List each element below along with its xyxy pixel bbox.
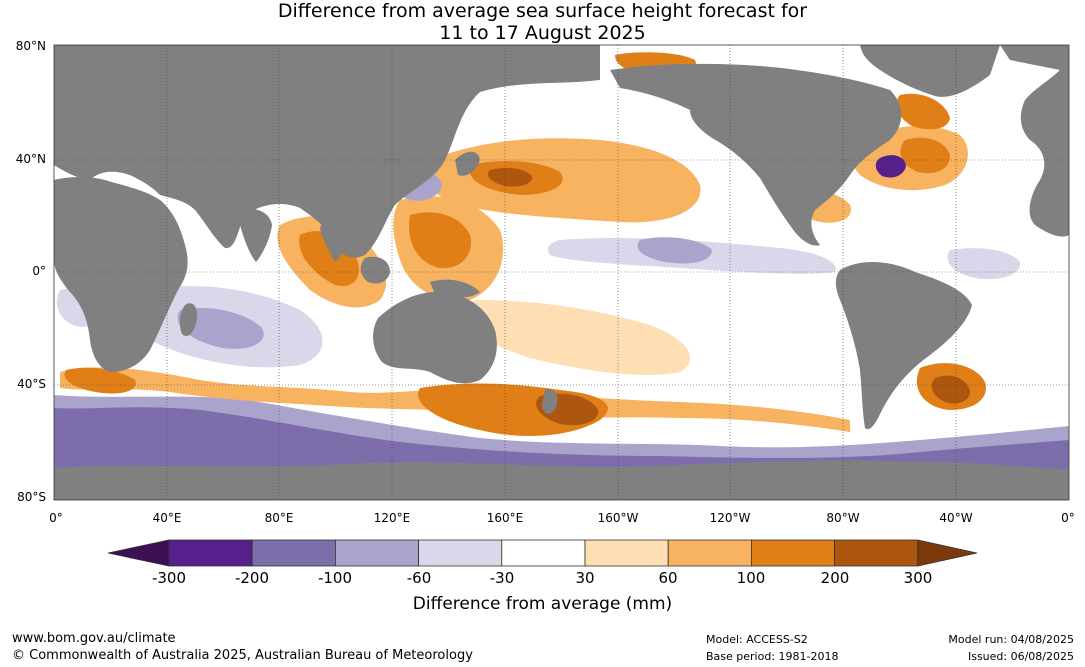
southern-ocean-light-band xyxy=(54,395,1069,458)
colorbar-tick-label: -100 xyxy=(317,569,353,587)
land-new-zealand xyxy=(542,389,558,414)
land-madagascar xyxy=(179,303,198,337)
agulhas-positive xyxy=(64,367,136,394)
map-title-line2: 11 to 17 August 2025 xyxy=(439,22,646,44)
lon-label-0-west: 0° xyxy=(49,511,63,525)
footer-issued: Issued: 06/08/2025 xyxy=(967,650,1074,663)
footer-url: www.bom.gov.au/climate xyxy=(12,631,176,646)
land-europe xyxy=(1000,45,1069,237)
colorbar-segment xyxy=(584,539,669,567)
south-atlantic-strong-core xyxy=(931,375,970,404)
colorbar-tick-label: 30 xyxy=(575,569,595,587)
colorbar-tick-label: -200 xyxy=(234,569,270,587)
colorbar-tick-label: 300 xyxy=(903,569,933,587)
lat-label-80n: 80°N xyxy=(15,39,46,53)
colorbar-segment xyxy=(751,539,836,567)
colorbar-segment xyxy=(334,539,419,567)
land-south-america xyxy=(835,261,972,430)
lon-label-160e: 160°E xyxy=(486,511,524,525)
lon-label-40e: 40°E xyxy=(152,511,182,525)
lat-label-0: 0° xyxy=(32,264,46,278)
footer-base-period: Base period: 1981-2018 xyxy=(706,650,839,663)
colorbar-segment xyxy=(667,539,752,567)
labrador-positive xyxy=(896,93,950,130)
north-pacific-east-negative xyxy=(637,237,712,264)
lon-label-0-east: 0° xyxy=(1061,511,1075,525)
land-australia xyxy=(373,291,497,384)
colorbar xyxy=(107,539,978,567)
colorbar-tick-label: -60 xyxy=(406,569,432,587)
colorbar-segment xyxy=(251,539,336,567)
land-borneo xyxy=(360,256,390,284)
land-africa xyxy=(54,177,188,372)
colorbar-segment xyxy=(168,539,253,567)
colorbar-segment xyxy=(501,539,586,567)
land-india xyxy=(240,208,272,262)
land-masses xyxy=(54,45,1069,500)
south-pacific-positive xyxy=(460,300,690,375)
footer-model-run: Model run: 04/08/2025 xyxy=(948,633,1074,646)
lon-label-120w: 120°W xyxy=(709,511,751,525)
kuroshio-strong-core xyxy=(487,168,533,187)
western-pacific-positive-core xyxy=(409,212,471,269)
footer-model: Model: ACCESS-S2 xyxy=(706,633,808,646)
map-title-line1: Difference from average sea surface heig… xyxy=(277,0,808,22)
gulf-stream-negative-eddy xyxy=(875,155,906,178)
land-eurasia xyxy=(54,45,600,258)
colorbar-tick-label: -300 xyxy=(151,569,187,587)
colorbar-extend-high xyxy=(917,539,978,567)
colorbar-segment xyxy=(418,539,503,567)
colorbar-tick-label: 60 xyxy=(658,569,678,587)
lon-label-120e: 120°E xyxy=(373,511,411,525)
colorbar-extend-low xyxy=(107,539,170,567)
colorbar-tick-label: 200 xyxy=(820,569,850,587)
map-frame xyxy=(53,44,1070,501)
land-greenland xyxy=(860,45,1000,97)
colorbar-tick-label: -30 xyxy=(489,569,515,587)
colorbar-tick-label: 100 xyxy=(736,569,766,587)
gulf-stream-strong-core xyxy=(900,137,950,174)
lon-label-160w: 160°W xyxy=(597,511,639,525)
colorbar-title: Difference from average (mm) xyxy=(412,594,673,614)
footer-copyright: © Commonwealth of Australia 2025, Austra… xyxy=(12,648,473,663)
lat-label-40s: 40°S xyxy=(17,377,46,391)
land-antarctica xyxy=(54,460,1069,500)
lon-label-80w: 80°W xyxy=(826,511,860,525)
lon-label-40w: 40°W xyxy=(939,511,973,525)
land-north-america xyxy=(610,63,902,246)
south-indian-negative-core xyxy=(177,308,264,349)
gridlines xyxy=(54,45,1069,500)
land-japan xyxy=(455,151,480,176)
lat-label-40n: 40°N xyxy=(15,152,46,166)
lat-label-80s: 80°S xyxy=(17,490,46,504)
colorbar-segment xyxy=(834,539,919,567)
lon-label-80e: 80°E xyxy=(264,511,294,525)
tropical-atlantic-negative xyxy=(947,248,1021,280)
land-southeast-asia xyxy=(320,214,349,262)
